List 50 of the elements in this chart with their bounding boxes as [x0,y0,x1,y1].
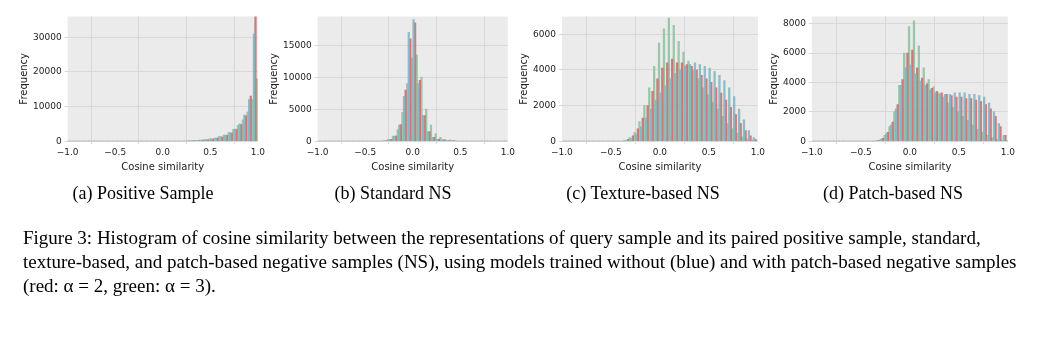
y-tick-label: 6000 [533,28,557,39]
y-tick-label: 6000 [783,47,807,58]
y-axis-title: Frequency [17,52,29,105]
y-tick-label: 4000 [783,76,807,87]
caption: Figure 3: Histogram of cosine similarity between the representations of query sample and its paired positive sample, standard, texture-based, and patch-based negative samples (NS), using models trained without (blue) and with patch-based negative samples (red: α = 2, green: α = 3). [23,226,1018,298]
x-axis-title: Cosine similarity [618,160,702,172]
text: (c) Texture-based NS [566,183,720,204]
x-tick-label: 1.0 [500,146,516,157]
y-tick-label: 10000 [282,71,312,82]
x-tick-label: 0.5 [701,146,717,157]
x-tick-label: 1.0 [1000,146,1016,157]
y-tick-label: 5000 [288,103,312,114]
x-tick-label: −1.0 [306,146,329,157]
x-tick-label: 1.0 [750,146,766,157]
x-tick-label: 0.5 [203,146,218,157]
text: (a) Positive Sample [72,183,214,204]
x-tick-label: 0.5 [453,146,468,157]
x-tick-label: 0.0 [902,146,918,157]
y-tick-label: 0 [305,135,312,146]
y-tick-label: 8000 [783,18,807,29]
x-tick-label: −1.0 [56,146,79,157]
y-tick-label: 15000 [282,39,312,50]
x-axis-title: Cosine similarity [868,160,952,172]
y-tick-label: 10000 [32,100,62,111]
y-axis-title: Frequency [517,52,529,105]
y-tick-label: 2000 [533,99,557,110]
x-tick-label: 0.0 [405,146,421,157]
x-tick-label: 0.0 [155,146,171,157]
y-tick-label: 4000 [533,64,557,75]
x-axis-title: Cosine similarity [121,160,205,172]
y-tick-label: 30000 [32,31,62,42]
x-tick-label: 0.5 [951,146,967,157]
y-tick-label: 0 [550,135,557,146]
x-tick-label: −1.0 [550,146,574,157]
x-tick-label: −0.5 [599,146,622,157]
x-tick-label: 0.0 [652,146,668,157]
x-tick-label: 1.0 [250,146,266,157]
x-tick-label: −0.5 [849,146,872,157]
x-tick-label: −0.5 [354,146,377,157]
y-tick-label: 0 [800,135,807,146]
y-axis-title: Frequency [767,52,779,105]
x-tick-label: −1.0 [800,146,824,157]
y-tick-label: 2000 [783,106,807,117]
text: (d) Patch-based NS [823,183,963,204]
x-axis-title: Cosine similarity [371,160,455,172]
y-tick-label: 20000 [32,66,62,77]
text: (b) Standard NS [334,183,452,204]
y-tick-label: 0 [55,135,62,146]
y-axis-title: Frequency [267,52,279,105]
x-tick-label: −0.5 [104,146,127,157]
